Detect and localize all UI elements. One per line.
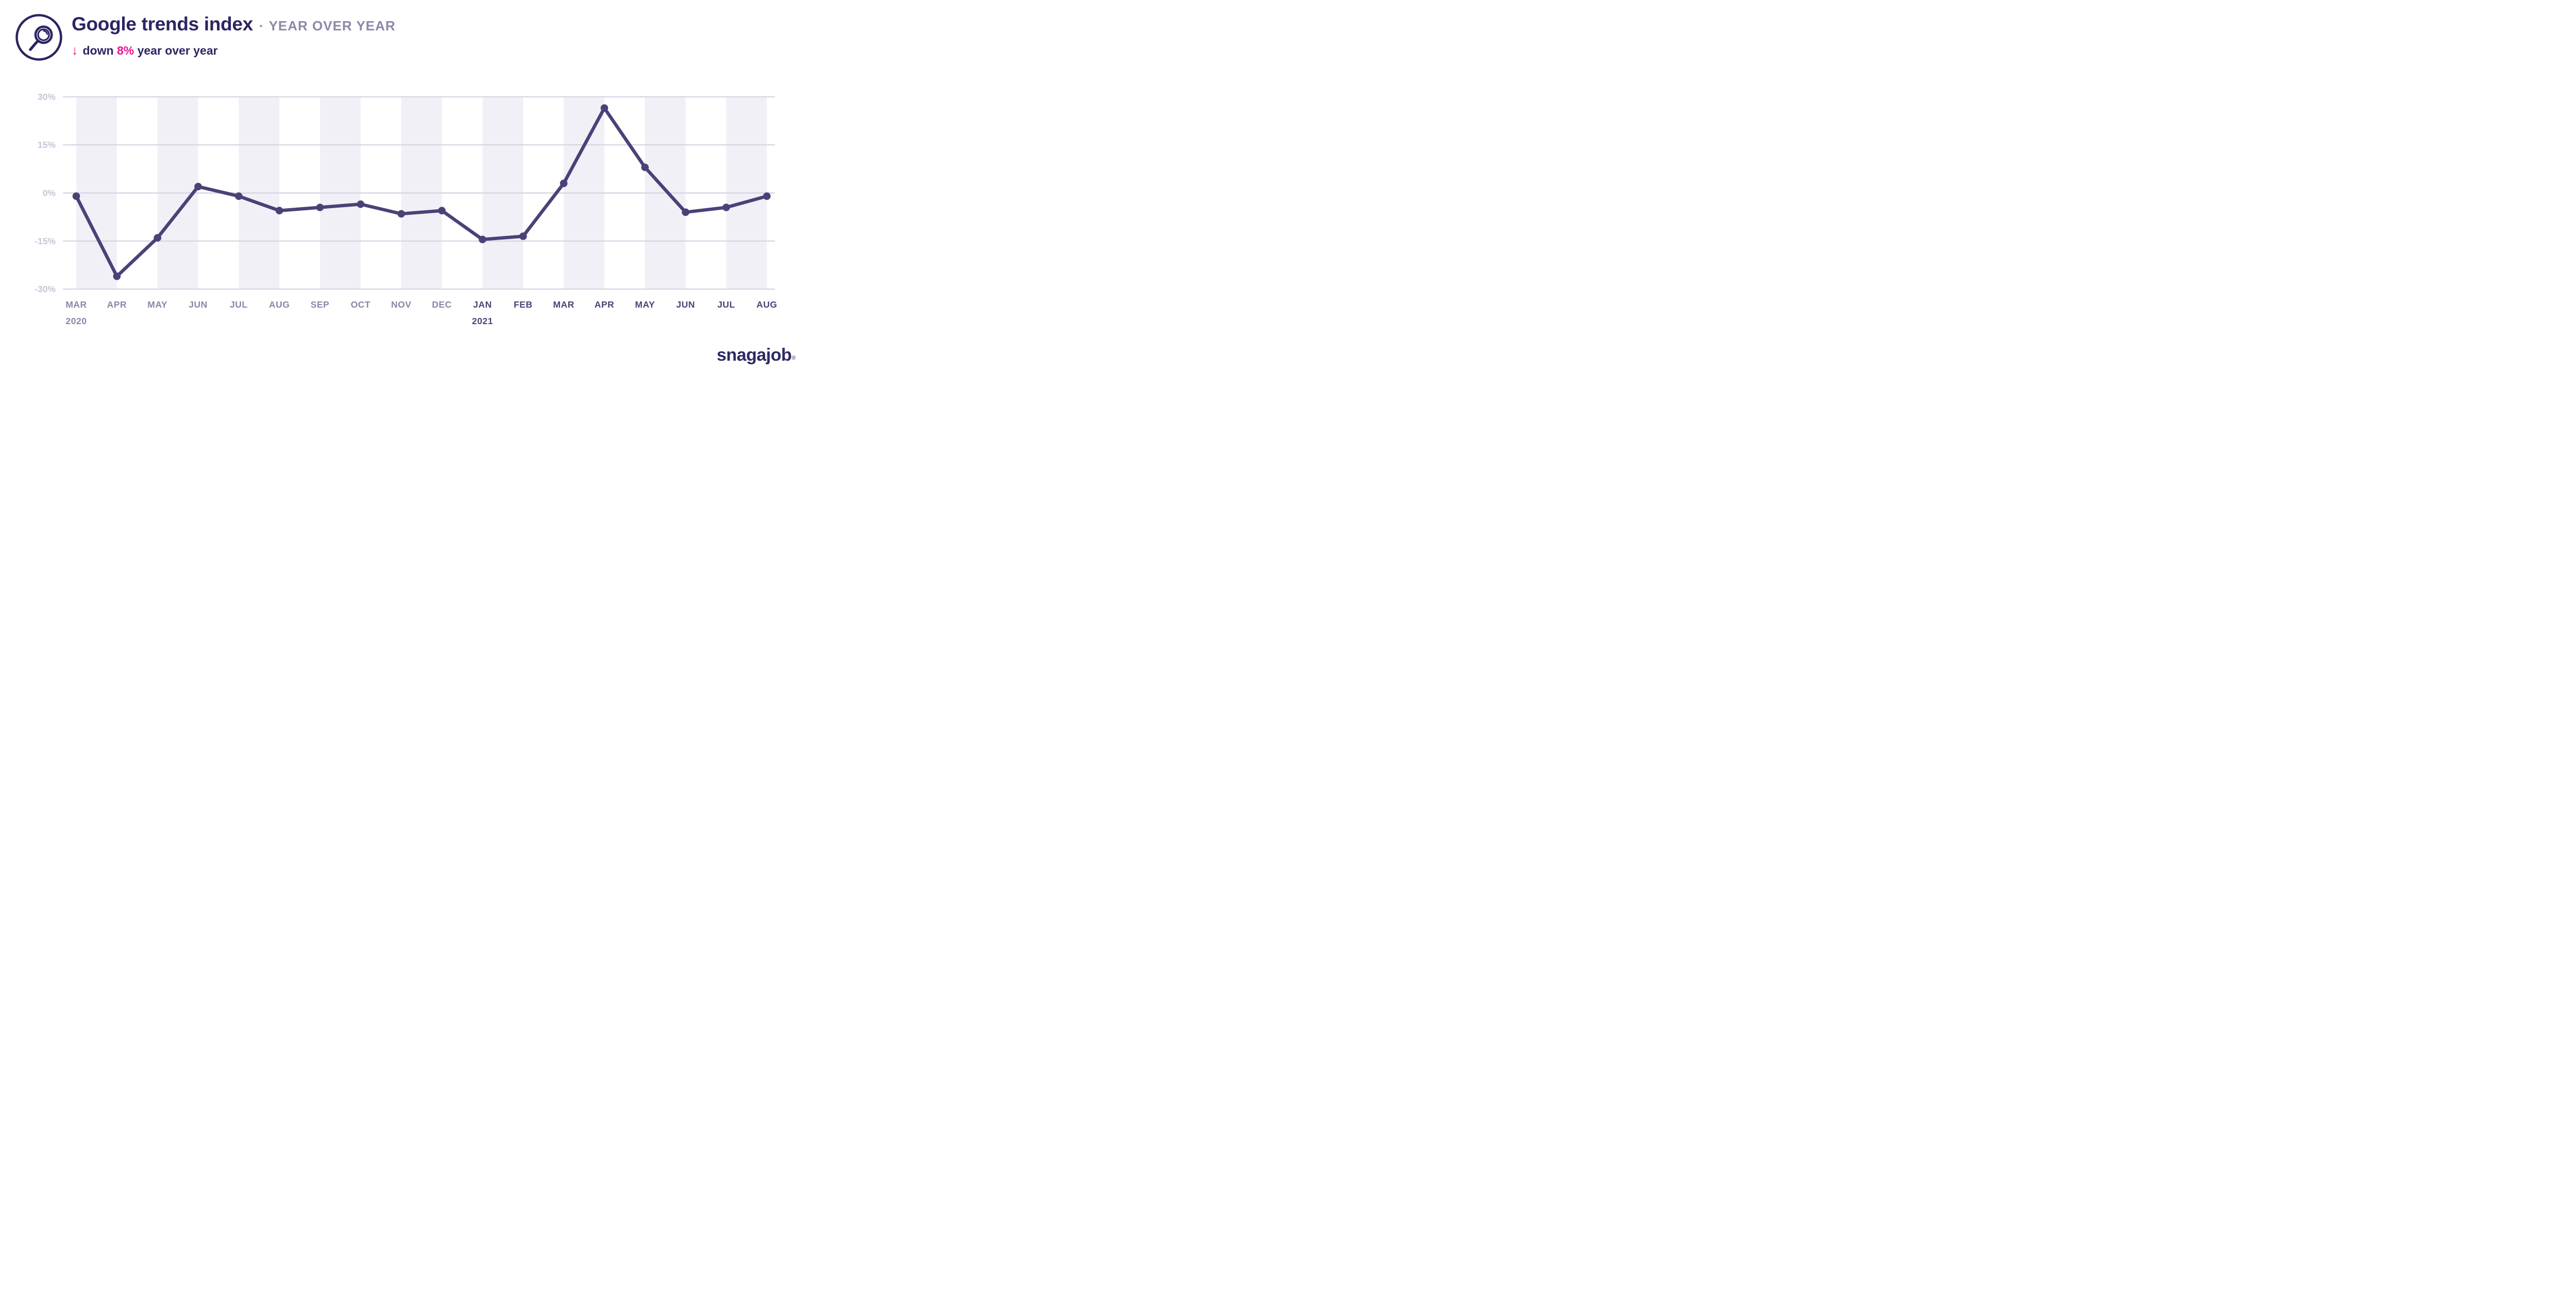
trend-line-chart: 30% 15% 0% -15% -30% MAR 2020 APR MAY JUN JUL AUG SE… [35,92,777,326]
data-point-JUL-2021 [722,204,730,211]
data-point-DEC-2020 [438,207,446,215]
x-axis-month-label: MAR [553,299,574,310]
x-axis-month-label: MAR [65,299,87,310]
infographic-page: Google trends index · YEAR OVER YEAR ↓ d… [0,0,808,377]
x-axis-month-label: AUG [756,299,777,310]
x-axis-month-label: APR [107,299,127,310]
snagajob-logo: snagajob® [717,345,795,365]
logo-wordmark: snagajob [717,345,792,365]
down-arrow-icon: ↓ [72,43,78,58]
x-axis-month-label: JUL [717,299,735,310]
x-axis-year-label: 2020 [66,316,87,326]
trend-percent-highlight: 8% [116,44,138,57]
data-point-APR-2020 [113,272,121,280]
x-axis-month-label: SEP [311,299,330,310]
title-separator-dot: · [259,18,264,33]
data-point-MAR-2020 [72,192,80,200]
magnifier-in-circle-icon [15,14,62,61]
data-point-JUL-2020 [235,192,243,200]
data-point-MAY-2020 [154,234,162,242]
data-point-APR-2021 [600,104,608,112]
data-point-AUG-2020 [275,207,283,215]
y-axis-tick-label: -15% [35,236,56,246]
y-axis-tick-label: 0% [43,188,56,198]
x-axis-month-label: MAY [635,299,655,310]
x-axis-month-label: DEC [432,299,451,310]
x-axis-month-label: JUN [676,299,695,310]
data-point-MAY-2021 [641,163,649,172]
y-axis-tick-label: 30% [38,92,56,102]
x-axis-month-label: APR [595,299,614,310]
x-axis-month-label: NOV [391,299,411,310]
x-axis-month-label: JUL [230,299,248,310]
x-axis-month-label: JAN [473,299,492,310]
data-point-MAR-2021 [560,179,568,188]
data-point-FEB-2021 [519,232,527,240]
trend-suffix-text: year over year [137,44,218,57]
x-axis-month-label: OCT [351,299,370,310]
data-point-OCT-2020 [357,200,365,208]
x-axis-month-label: MAY [147,299,167,310]
y-axis-tick-label: 15% [38,140,56,150]
data-point-NOV-2020 [397,210,405,218]
chart-title: Google trends index [72,13,253,35]
x-axis-month-label: AUG [269,299,290,310]
trend-subtitle: ↓ down 8% year over year [72,43,218,58]
trend-line [74,106,769,278]
page-title: Google trends index · YEAR OVER YEAR [72,13,396,35]
data-point-JUN-2021 [682,208,690,216]
x-axis-month-label: JUN [189,299,208,310]
data-point-JUN-2020 [194,182,202,191]
registered-trademark-symbol: ® [791,355,795,361]
data-point-JAN-2021 [479,235,486,243]
x-axis-year-label: 2021 [472,316,493,326]
data-point-AUG-2021 [763,192,771,200]
title-tag-year-over-year: YEAR OVER YEAR [268,18,396,33]
trend-prefix-text: down [82,44,117,57]
x-axis-month-label: FEB [514,299,533,310]
y-axis-tick-label: -30% [35,284,56,294]
data-point-SEP-2020 [316,204,324,211]
